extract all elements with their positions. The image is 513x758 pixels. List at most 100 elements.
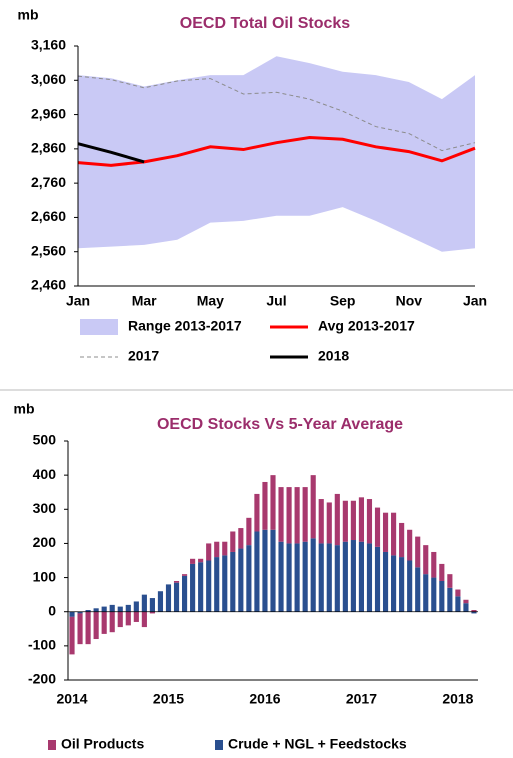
bar <box>471 611 477 614</box>
bar <box>399 522 405 558</box>
bar <box>85 610 91 612</box>
bar <box>374 507 381 547</box>
series-line <box>77 75 476 152</box>
bar <box>133 601 139 612</box>
bar <box>109 611 115 633</box>
bar <box>326 543 332 612</box>
bar <box>342 541 348 612</box>
legend-label: Oil Products <box>61 736 144 752</box>
bar <box>366 499 373 544</box>
bar <box>238 548 244 612</box>
bar <box>358 541 365 612</box>
legend-swatch <box>215 740 223 750</box>
bar <box>109 604 115 612</box>
y-tick-label: 2,560 <box>31 242 66 258</box>
y-tick-label: 2,460 <box>31 277 66 293</box>
bar <box>310 475 316 539</box>
bar <box>471 610 477 612</box>
bar <box>77 613 83 645</box>
bar <box>326 502 332 544</box>
bar <box>93 611 99 640</box>
x-tick-label: 2017 <box>346 691 377 707</box>
bar <box>415 536 421 568</box>
bar <box>214 541 220 558</box>
bar <box>358 497 365 542</box>
bar <box>149 598 155 612</box>
bar <box>133 611 139 622</box>
bar <box>117 606 123 612</box>
bar <box>222 541 228 556</box>
bar <box>382 512 389 552</box>
bar <box>93 608 99 612</box>
bar <box>262 481 268 530</box>
chart-title: OECD Total Oil Stocks <box>180 15 351 32</box>
bar <box>206 543 212 561</box>
y-tick-label: 2,860 <box>31 140 66 156</box>
y-axis-label: mb <box>18 7 39 23</box>
y-axis-label: mb <box>14 401 35 417</box>
bar <box>149 611 155 614</box>
bar <box>165 584 172 612</box>
bar <box>77 611 83 614</box>
bar <box>334 493 340 546</box>
bar <box>198 558 204 563</box>
bar <box>214 557 220 612</box>
bar <box>350 500 356 541</box>
y-tick-label: 2,960 <box>31 105 66 121</box>
bar <box>334 545 340 612</box>
x-tick-label: Jan <box>463 293 487 309</box>
bar <box>318 543 324 612</box>
bar <box>302 541 308 612</box>
y-tick-label: 200 <box>33 534 57 550</box>
bar <box>69 616 75 655</box>
bar <box>407 560 413 612</box>
legend-swatch <box>48 740 56 750</box>
series-line <box>77 142 145 164</box>
bar <box>439 580 445 612</box>
bar <box>342 500 348 542</box>
bar <box>246 517 252 546</box>
y-tick-label: -200 <box>28 671 56 687</box>
range-area <box>78 56 475 252</box>
bar <box>366 543 373 612</box>
bar <box>246 545 252 612</box>
x-tick-label: Nov <box>396 293 423 309</box>
bar <box>206 560 212 612</box>
bar <box>350 540 356 612</box>
bar <box>173 580 180 583</box>
bar <box>141 594 147 612</box>
bar <box>463 603 469 612</box>
x-tick-label: Jul <box>266 293 286 309</box>
legend-label: 2018 <box>318 348 349 364</box>
bar <box>407 529 413 561</box>
x-tick-label: 2015 <box>153 691 184 707</box>
bar <box>270 475 276 530</box>
bar <box>286 487 292 544</box>
bar <box>85 611 91 645</box>
bar <box>190 558 196 564</box>
bar <box>254 531 260 612</box>
bar <box>391 512 397 556</box>
y-tick-label: 2,660 <box>31 208 66 224</box>
bar <box>222 555 228 612</box>
legend-label: Range 2013-2017 <box>128 318 242 334</box>
y-tick-label: 500 <box>33 432 57 448</box>
bar <box>101 611 107 634</box>
bar <box>198 562 204 612</box>
bar <box>399 557 405 612</box>
bar <box>374 546 381 612</box>
bar <box>278 541 284 612</box>
chart-title: OECD Stocks Vs 5-Year Average <box>157 416 403 433</box>
legend-label: Avg 2013-2017 <box>318 318 415 334</box>
y-tick-label: 400 <box>33 466 57 482</box>
legend-swatch <box>80 319 118 335</box>
bar <box>463 599 469 604</box>
bar <box>423 545 429 575</box>
bar <box>101 606 107 612</box>
bar <box>439 563 445 581</box>
bar <box>125 604 131 612</box>
bar <box>181 574 188 576</box>
x-tick-label: 2018 <box>442 691 473 707</box>
bar <box>238 528 244 549</box>
bar <box>447 587 453 612</box>
